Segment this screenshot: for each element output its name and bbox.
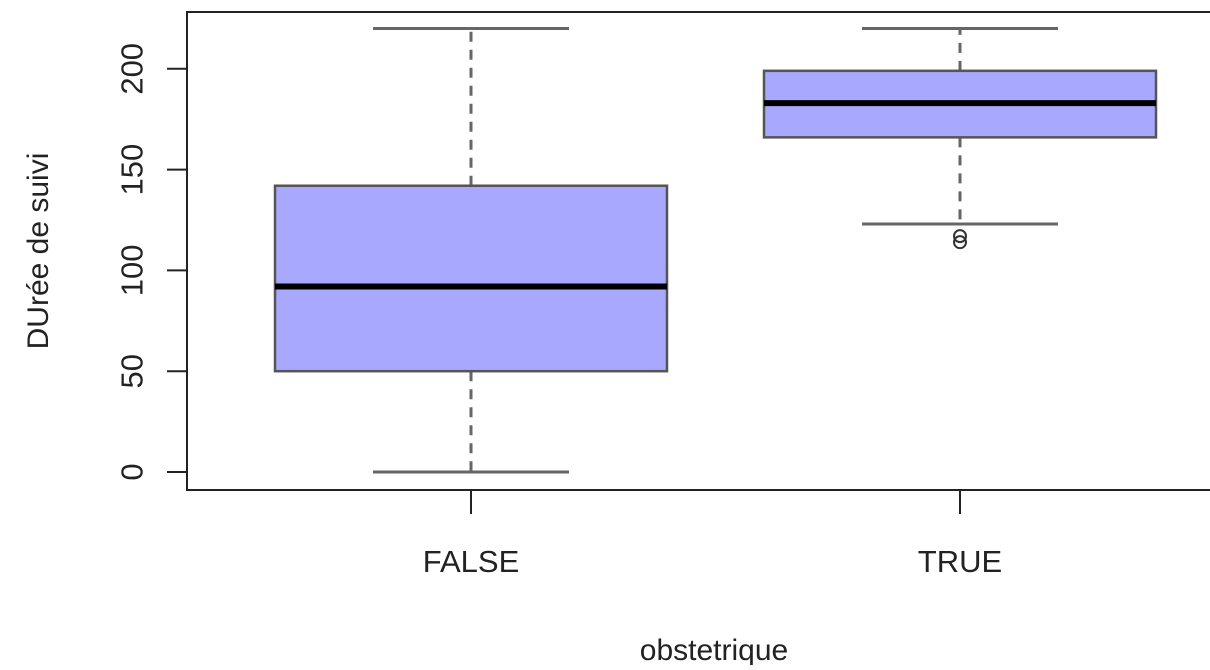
y-axis-label: DUrée de suivi — [22, 153, 55, 350]
y-tick-label-100: 100 — [115, 245, 150, 297]
x-axis-label: obstetrique — [640, 634, 788, 665]
x-tick-label-true: TRUE — [918, 544, 1002, 579]
y-tick-label-200: 200 — [115, 43, 150, 95]
boxes-layer — [275, 28, 1156, 472]
y-tick-label-50: 50 — [115, 354, 150, 388]
y-tick-label-0: 0 — [115, 463, 150, 480]
x-tick-label-false: FALSE — [423, 544, 520, 579]
y-tick-label-150: 150 — [115, 144, 150, 196]
box-false — [275, 186, 667, 371]
